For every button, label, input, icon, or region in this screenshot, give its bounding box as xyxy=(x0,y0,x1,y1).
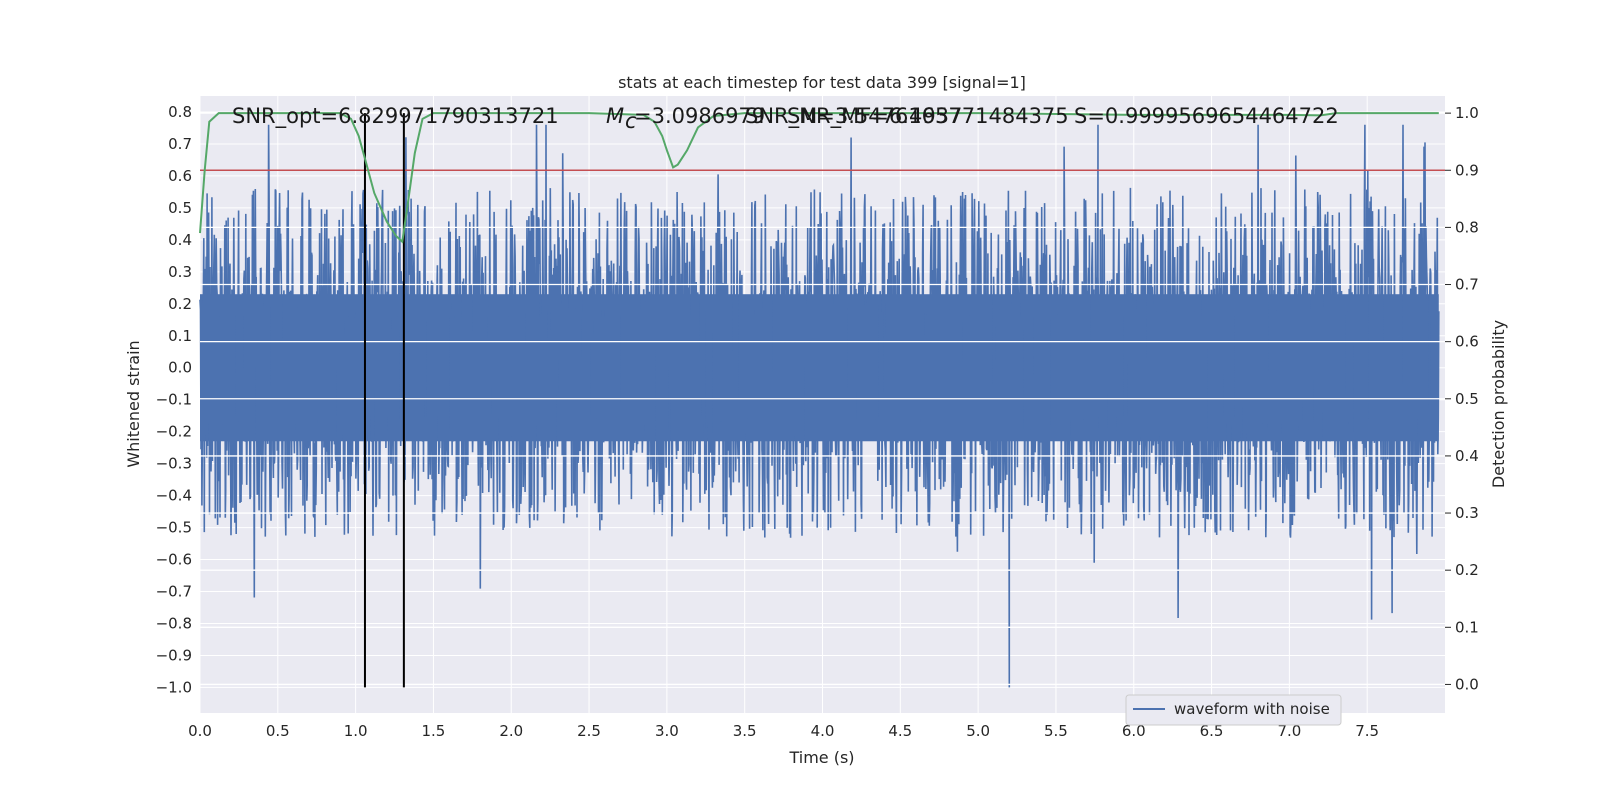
y-tick-label: 0.3 xyxy=(168,263,192,281)
y2-tick-label: 0.9 xyxy=(1455,161,1479,179)
x-tick-label: 4.0 xyxy=(811,722,835,740)
x-tick-label: 6.0 xyxy=(1122,722,1146,740)
x-tick-label: 1.0 xyxy=(344,722,368,740)
y-tick-label: −0.3 xyxy=(156,455,192,473)
y2-tick-label: 1.0 xyxy=(1455,104,1479,122)
x-tick-label: 6.5 xyxy=(1200,722,1224,740)
x-tick-label: 3.5 xyxy=(733,722,757,740)
x-axis-label: Time (s) xyxy=(788,748,854,767)
chart-title: stats at each timestep for test data 399… xyxy=(618,73,1026,92)
y-axis-label: Whitened strain xyxy=(124,340,143,467)
x-tick-label: 5.0 xyxy=(966,722,990,740)
y-tick-label: −0.7 xyxy=(156,583,192,601)
y-tick-label: −0.6 xyxy=(156,551,192,569)
y-tick-label: −0.5 xyxy=(156,519,192,537)
y-tick-label: 0.0 xyxy=(168,359,192,377)
y-tick-label: −0.1 xyxy=(156,391,192,409)
legend: waveform with noise xyxy=(1125,694,1342,726)
x-tick-label: 2.0 xyxy=(499,722,523,740)
x-tick-label: 0.0 xyxy=(188,722,212,740)
y2-tick-label: 0.4 xyxy=(1455,447,1479,465)
x-tick-label: 3.0 xyxy=(655,722,679,740)
y-tick-label: 0.4 xyxy=(168,231,192,249)
x-tick-label: 2.5 xyxy=(577,722,601,740)
y2-tick-label: 0.8 xyxy=(1455,218,1479,236)
y2-tick-label: 0.1 xyxy=(1455,618,1479,636)
y-axis-ticks: 0.8 0.7 0.6 0.5 0.4 0.3 0.2 0.1 0.0 −0.1 −0.2 −0.3 −… xyxy=(156,103,192,696)
x-axis-ticks: 0.0 0.5 1.0 1.5 2.0 2.5 3.0 3.5 4.0 4.5 5.0 5.5 6.0 6… xyxy=(188,722,1379,740)
y-tick-label: 0.7 xyxy=(168,135,192,153)
probability-series xyxy=(199,112,1439,244)
annotation-snr-m: SNR_M=3.5476165771484375 xyxy=(745,104,1069,129)
y2-axis-label: Detection probability xyxy=(1489,320,1508,488)
y-tick-label: −0.8 xyxy=(156,614,192,632)
probability-line xyxy=(199,112,1439,244)
annotation-chirp-mass-subscript: c xyxy=(625,109,637,133)
y2-tick-label: 0.3 xyxy=(1455,504,1479,522)
y-tick-label: 0.5 xyxy=(168,199,192,217)
annotation-chirp-mass-value: =3.0986979 xyxy=(634,104,765,128)
annotation-s: S=0.9999569654464722 xyxy=(1074,104,1339,128)
y-tick-label: 0.1 xyxy=(168,327,192,345)
x-tick-label: 4.5 xyxy=(888,722,912,740)
legend-label: waveform with noise xyxy=(1174,700,1330,718)
annotation-snr-mf: SNR_MF=6.4937 xyxy=(787,104,962,129)
x-tick-label: 7.0 xyxy=(1277,722,1301,740)
x-tick-label: 7.5 xyxy=(1355,722,1379,740)
y2-tick-label: 0.6 xyxy=(1455,333,1479,351)
legend-box xyxy=(1125,694,1342,726)
x-tick-label: 5.5 xyxy=(1044,722,1068,740)
y-tick-label: −0.2 xyxy=(156,423,192,441)
y2-tick-label: 0.0 xyxy=(1455,675,1479,693)
waveform-line xyxy=(199,124,1440,688)
y-tick-label: −0.4 xyxy=(156,487,192,505)
overlay-lines xyxy=(200,112,1445,688)
annotation-snr-opt: SNR_opt=6.829971790313721 xyxy=(232,104,559,129)
annotation-chirp-mass-symbol: M xyxy=(606,104,624,128)
y-tick-label: 0.2 xyxy=(168,295,192,313)
x-tick-label: 0.5 xyxy=(266,722,290,740)
y2-tick-label: 0.5 xyxy=(1455,390,1479,408)
y-tick-label: 0.8 xyxy=(168,103,192,121)
y-tick-label: −0.9 xyxy=(156,646,192,664)
y2-axis-ticks: 0.0 0.1 0.2 0.3 0.4 0.5 0.6 0.7 0.8 0.9 1.0 xyxy=(1445,104,1479,693)
y-tick-label: −1.0 xyxy=(156,678,192,696)
x-tick-label: 1.5 xyxy=(422,722,446,740)
y-tick-label: 0.6 xyxy=(168,167,192,185)
y2-tick-label: 0.7 xyxy=(1455,276,1479,294)
waveform-series xyxy=(199,124,1440,688)
y2-tick-label: 0.2 xyxy=(1455,561,1479,579)
